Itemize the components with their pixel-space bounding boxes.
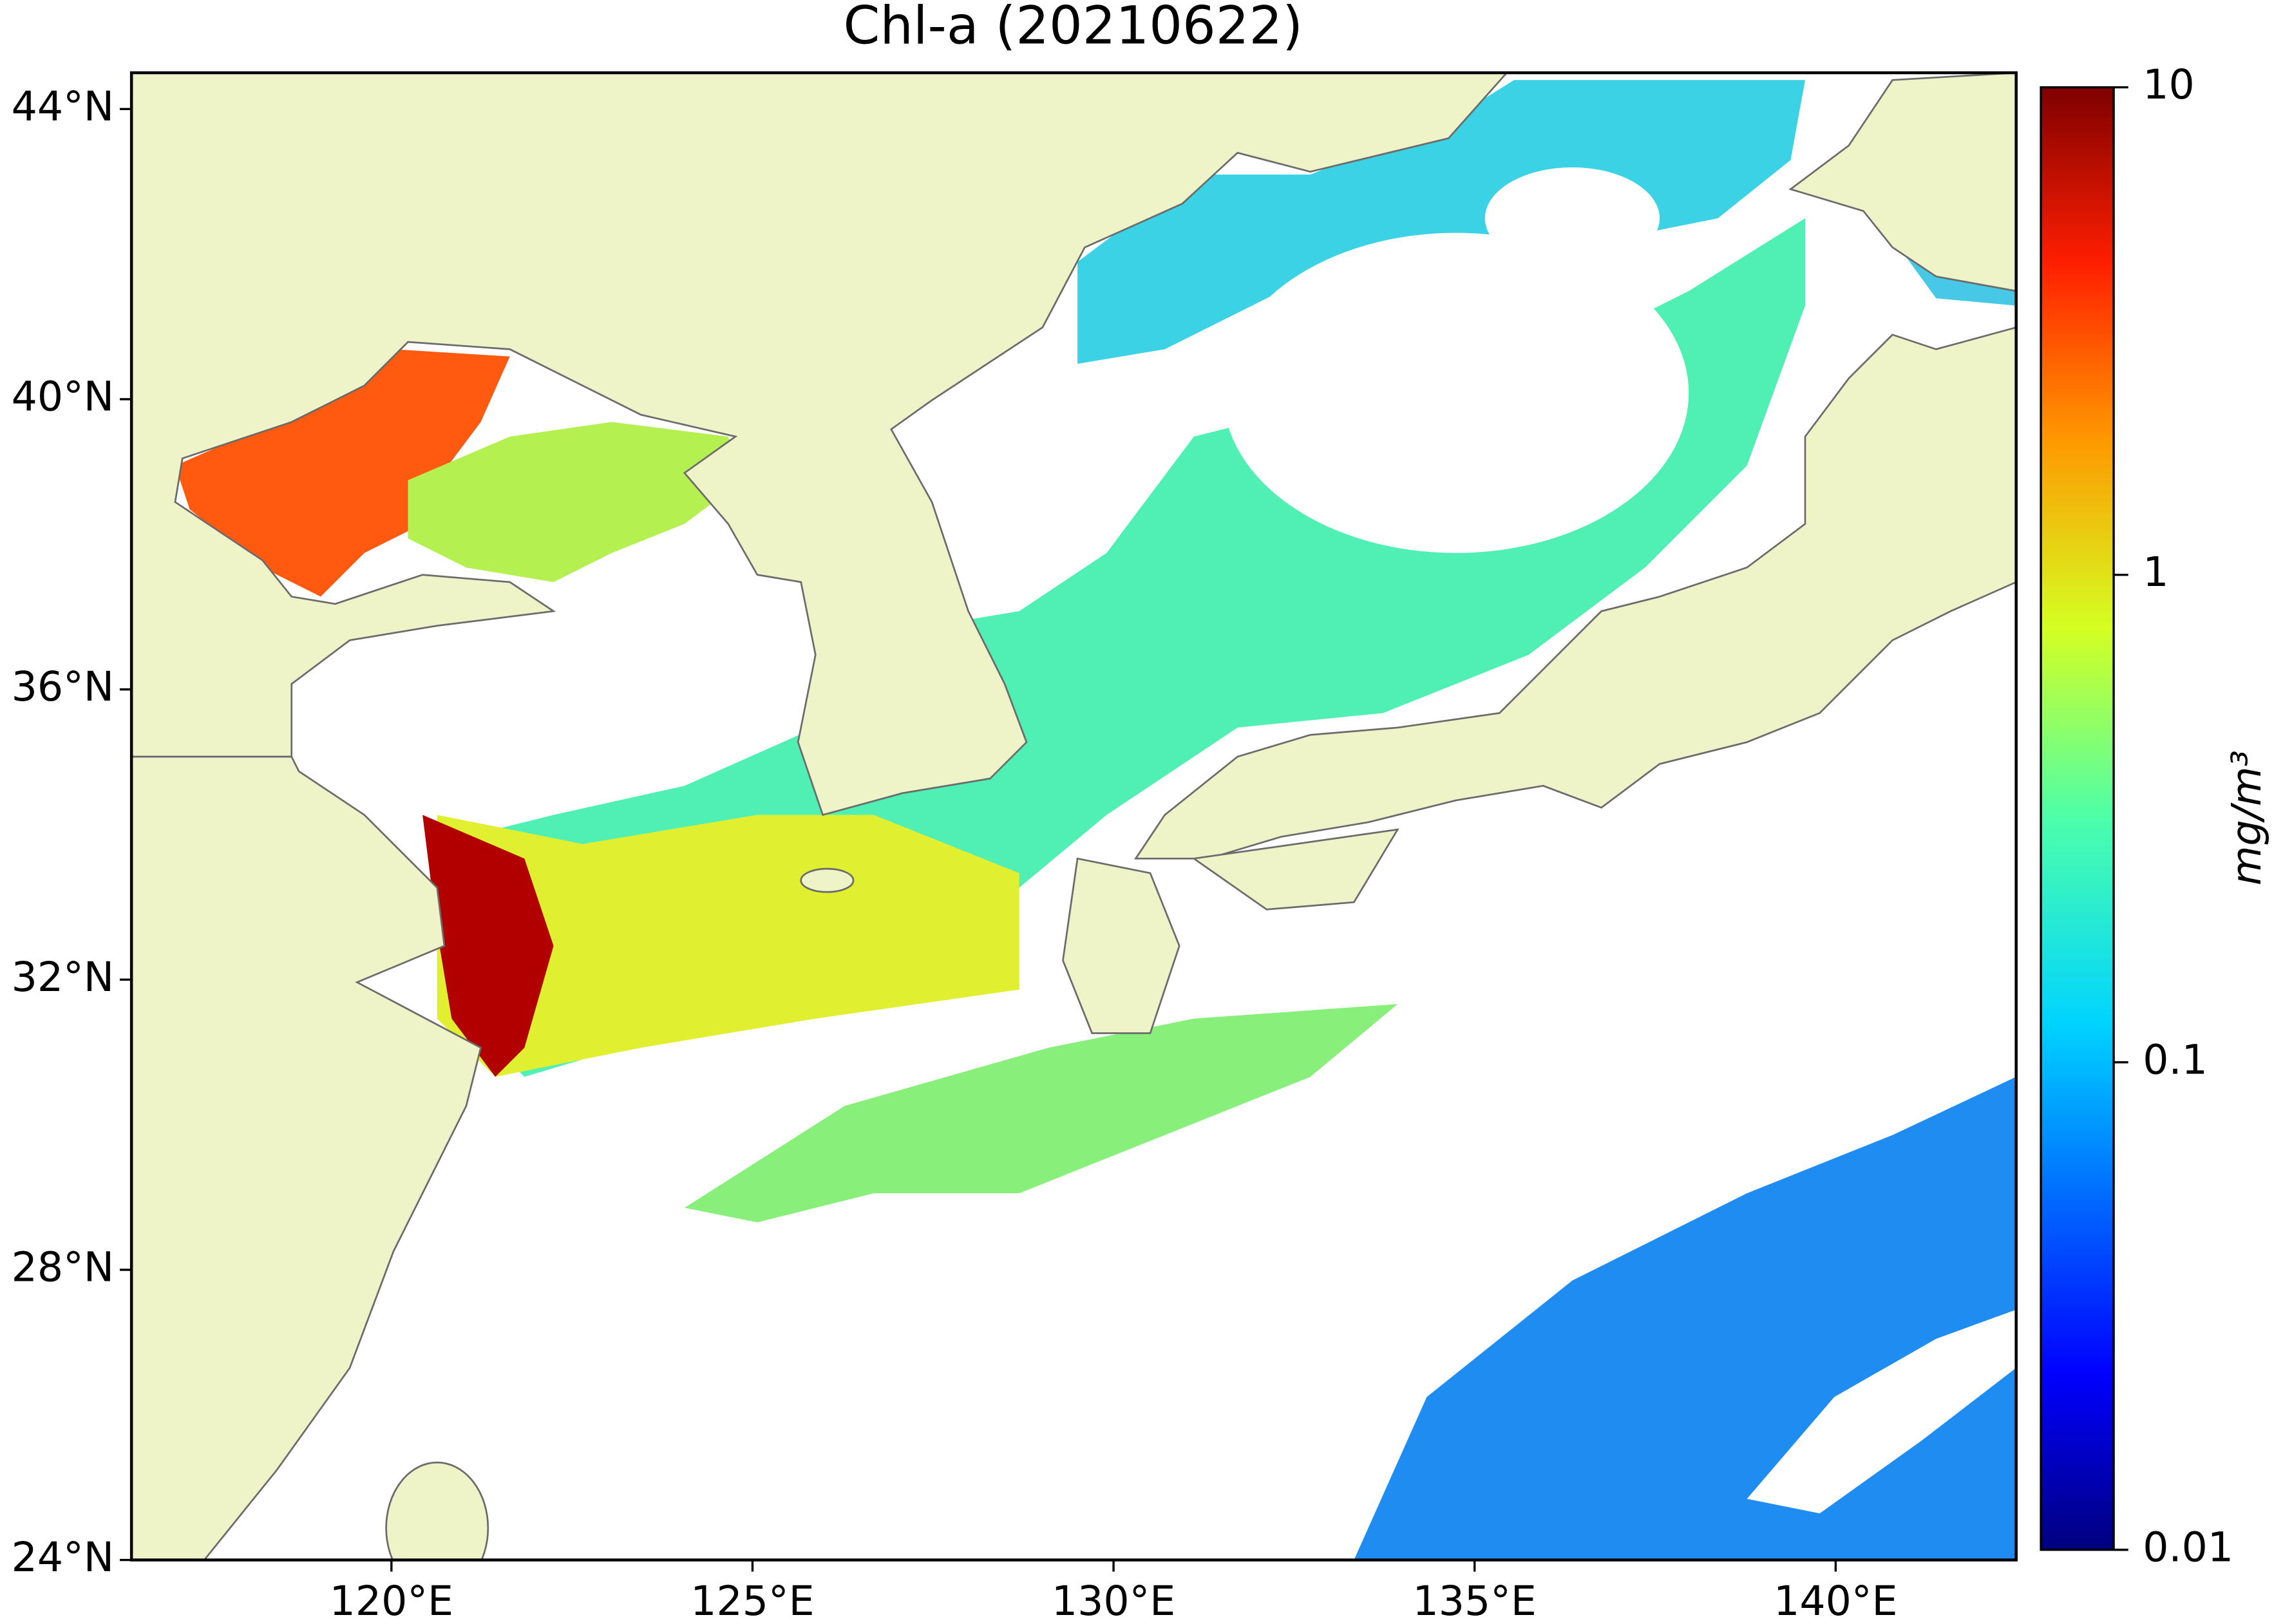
y-tick-label: 40°N — [12, 373, 114, 420]
cloud — [1484, 167, 1660, 270]
y-tick-label: 44°N — [12, 82, 114, 130]
colorbar-tick-label: 10 — [2143, 61, 2195, 108]
cloud — [1747, 1309, 2016, 1514]
colorbar-label: mg/m³ — [2222, 750, 2270, 885]
north-sea-chl — [1077, 80, 1805, 364]
y-tick-label: 36°N — [12, 663, 114, 710]
map-area — [131, 72, 2016, 1560]
yangtze-chl — [422, 815, 554, 1077]
plot-frame — [129, 71, 2018, 1562]
land-jeju — [800, 867, 855, 893]
land-honshu — [1133, 326, 2016, 860]
x-tick-label: 140°E — [1774, 1577, 1897, 1624]
y-tick-label: 32°N — [12, 953, 114, 1001]
colorbar — [2040, 86, 2115, 1551]
x-tick-label: 125°E — [690, 1577, 814, 1624]
map-title: Chl-a (20210622) — [844, 0, 1303, 57]
y-tick-label: 28°N — [12, 1243, 114, 1290]
x-tick-label: 135°E — [1413, 1577, 1537, 1624]
cloud — [1223, 232, 1689, 553]
colorbar-tick-label: 0.1 — [2143, 1035, 2208, 1083]
land-kyushu — [1062, 857, 1180, 1034]
land-shikoku — [1191, 828, 1399, 911]
land-taiwan — [385, 1461, 489, 1560]
y-tick-label: 24°N — [12, 1533, 114, 1581]
ecs-chl — [437, 815, 1019, 1077]
bohai-chl — [175, 349, 510, 597]
land-hokkaido — [1788, 72, 2016, 292]
colorbar-tick-label: 0.01 — [2143, 1523, 2233, 1571]
x-tick-label: 130°E — [1052, 1577, 1175, 1624]
x-tick-label: 120°E — [330, 1577, 453, 1624]
land-north — [131, 72, 1508, 817]
ecs-south-chl — [684, 1004, 1398, 1223]
land-china — [131, 755, 482, 1560]
bohai-strait-chl — [408, 422, 743, 582]
colorbar-tick-label: 1 — [2143, 548, 2168, 596]
